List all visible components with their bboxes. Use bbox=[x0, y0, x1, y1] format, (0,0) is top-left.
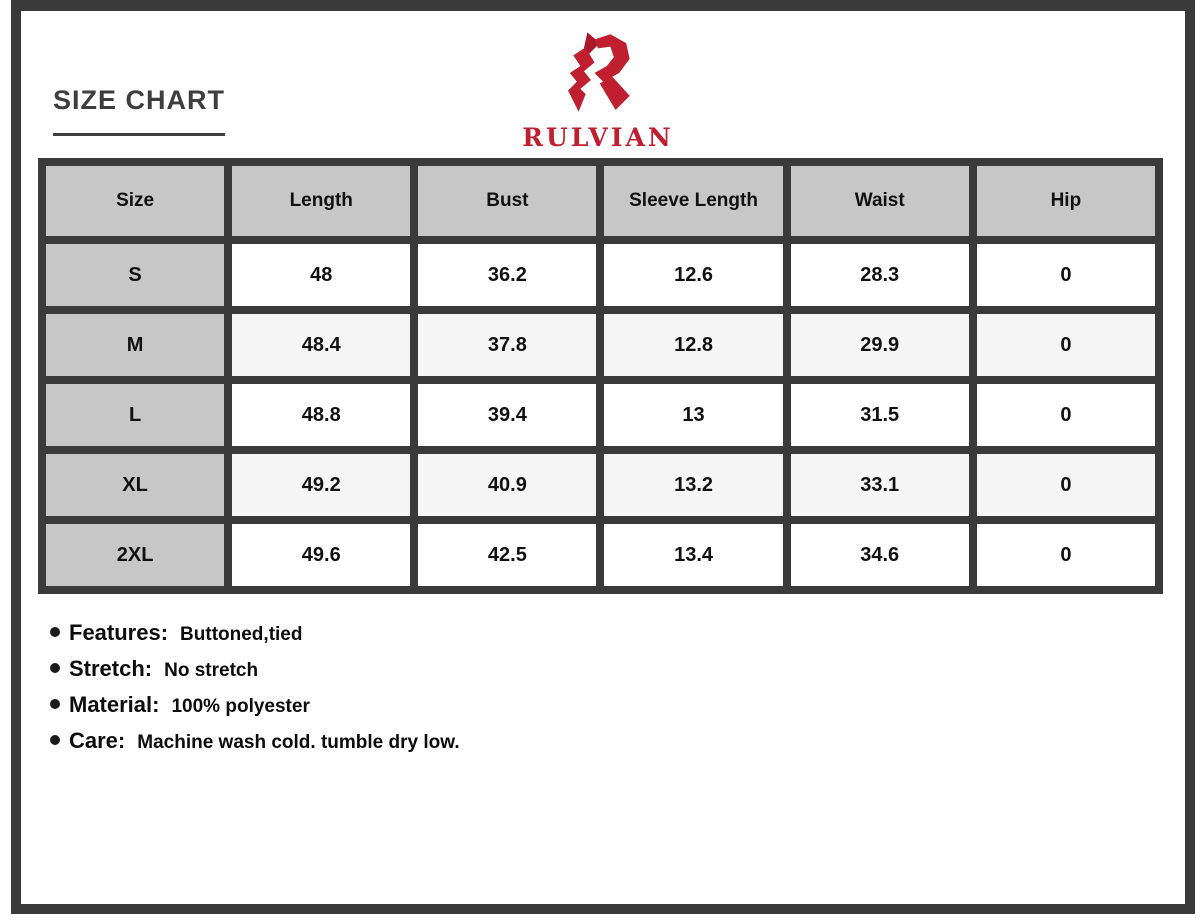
product-specs-list: Features: Buttoned,tied Stretch: No stre… bbox=[50, 620, 460, 764]
size-table-header-row: Size Length Bust Sleeve Length Waist Hip bbox=[46, 166, 1155, 236]
spec-item-care: Care: Machine wash cold. tumble dry low. bbox=[50, 728, 460, 753]
table-row-s: S 48 36.2 12.6 28.3 0 bbox=[46, 244, 1155, 306]
table-row-2xl: 2XL 49.6 42.5 13.4 34.6 0 bbox=[46, 524, 1155, 586]
cell-sleeve-length: 13.4 bbox=[604, 524, 783, 586]
title-block: SIZE CHART bbox=[53, 85, 225, 136]
brand-name: RULVIAN bbox=[522, 123, 674, 152]
cell-length: 49.2 bbox=[232, 454, 411, 516]
cell-size: S bbox=[46, 244, 225, 306]
cell-sleeve-length: 13 bbox=[604, 384, 783, 446]
spec-item-features: Features: Buttoned,tied bbox=[50, 620, 460, 645]
header-sleeve-length: Sleeve Length bbox=[604, 166, 783, 236]
cell-bust: 36.2 bbox=[418, 244, 597, 306]
cell-bust: 42.5 bbox=[418, 524, 597, 586]
size-table-container: Size Length Bust Sleeve Length Waist Hip… bbox=[38, 158, 1163, 594]
header-waist: Waist bbox=[790, 166, 969, 236]
bullet-icon bbox=[50, 626, 60, 637]
cell-length: 49.6 bbox=[232, 524, 411, 586]
header-hip: Hip bbox=[976, 166, 1155, 236]
spec-value: No stretch bbox=[164, 660, 259, 681]
cell-size: M bbox=[46, 314, 225, 376]
header-bust: Bust bbox=[418, 166, 597, 236]
bullet-icon bbox=[50, 662, 60, 673]
cell-hip: 0 bbox=[976, 524, 1155, 586]
header-size: Size bbox=[46, 166, 225, 236]
cell-hip: 0 bbox=[976, 384, 1155, 446]
cell-waist: 34.6 bbox=[790, 524, 969, 586]
cell-length: 48.4 bbox=[232, 314, 411, 376]
cell-sleeve-length: 12.8 bbox=[604, 314, 783, 376]
table-row-m: M 48.4 37.8 12.8 29.9 0 bbox=[46, 314, 1155, 376]
spec-label: Material: bbox=[69, 692, 160, 717]
spec-value: Buttoned,tied bbox=[180, 624, 303, 645]
spec-label: Care: bbox=[69, 728, 126, 753]
spec-label: Features: bbox=[69, 620, 169, 645]
cell-bust: 40.9 bbox=[418, 454, 597, 516]
cell-sleeve-length: 12.6 bbox=[604, 244, 783, 306]
cell-bust: 39.4 bbox=[418, 384, 597, 446]
size-table: Size Length Bust Sleeve Length Waist Hip… bbox=[38, 158, 1163, 594]
cell-length: 48.8 bbox=[232, 384, 411, 446]
cell-waist: 33.1 bbox=[790, 454, 969, 516]
bullet-icon bbox=[50, 698, 60, 709]
cell-sleeve-length: 13.2 bbox=[604, 454, 783, 516]
cell-bust: 37.8 bbox=[418, 314, 597, 376]
cell-size: 2XL bbox=[46, 524, 225, 586]
rulvian-r-logo-icon bbox=[568, 32, 630, 112]
spec-item-stretch: Stretch: No stretch bbox=[50, 656, 460, 681]
spec-item-material: Material: 100% polyester bbox=[50, 692, 460, 717]
bullet-icon bbox=[50, 734, 60, 745]
cell-waist: 29.9 bbox=[790, 314, 969, 376]
brand-logo: RULVIAN bbox=[478, 30, 718, 152]
cell-hip: 0 bbox=[976, 454, 1155, 516]
page-title: SIZE CHART bbox=[53, 85, 225, 115]
cell-hip: 0 bbox=[976, 244, 1155, 306]
title-underline bbox=[53, 132, 225, 136]
spec-label: Stretch: bbox=[69, 656, 153, 681]
spec-value: 100% polyester bbox=[171, 696, 310, 717]
cell-length: 48 bbox=[232, 244, 411, 306]
cell-size: L bbox=[46, 384, 225, 446]
spec-value: Machine wash cold. tumble dry low. bbox=[137, 732, 460, 753]
cell-hip: 0 bbox=[976, 314, 1155, 376]
header-length: Length bbox=[232, 166, 411, 236]
cell-waist: 28.3 bbox=[790, 244, 969, 306]
cell-waist: 31.5 bbox=[790, 384, 969, 446]
table-row-l: L 48.8 39.4 13 31.5 0 bbox=[46, 384, 1155, 446]
cell-size: XL bbox=[46, 454, 225, 516]
table-row-xl: XL 49.2 40.9 13.2 33.1 0 bbox=[46, 454, 1155, 516]
